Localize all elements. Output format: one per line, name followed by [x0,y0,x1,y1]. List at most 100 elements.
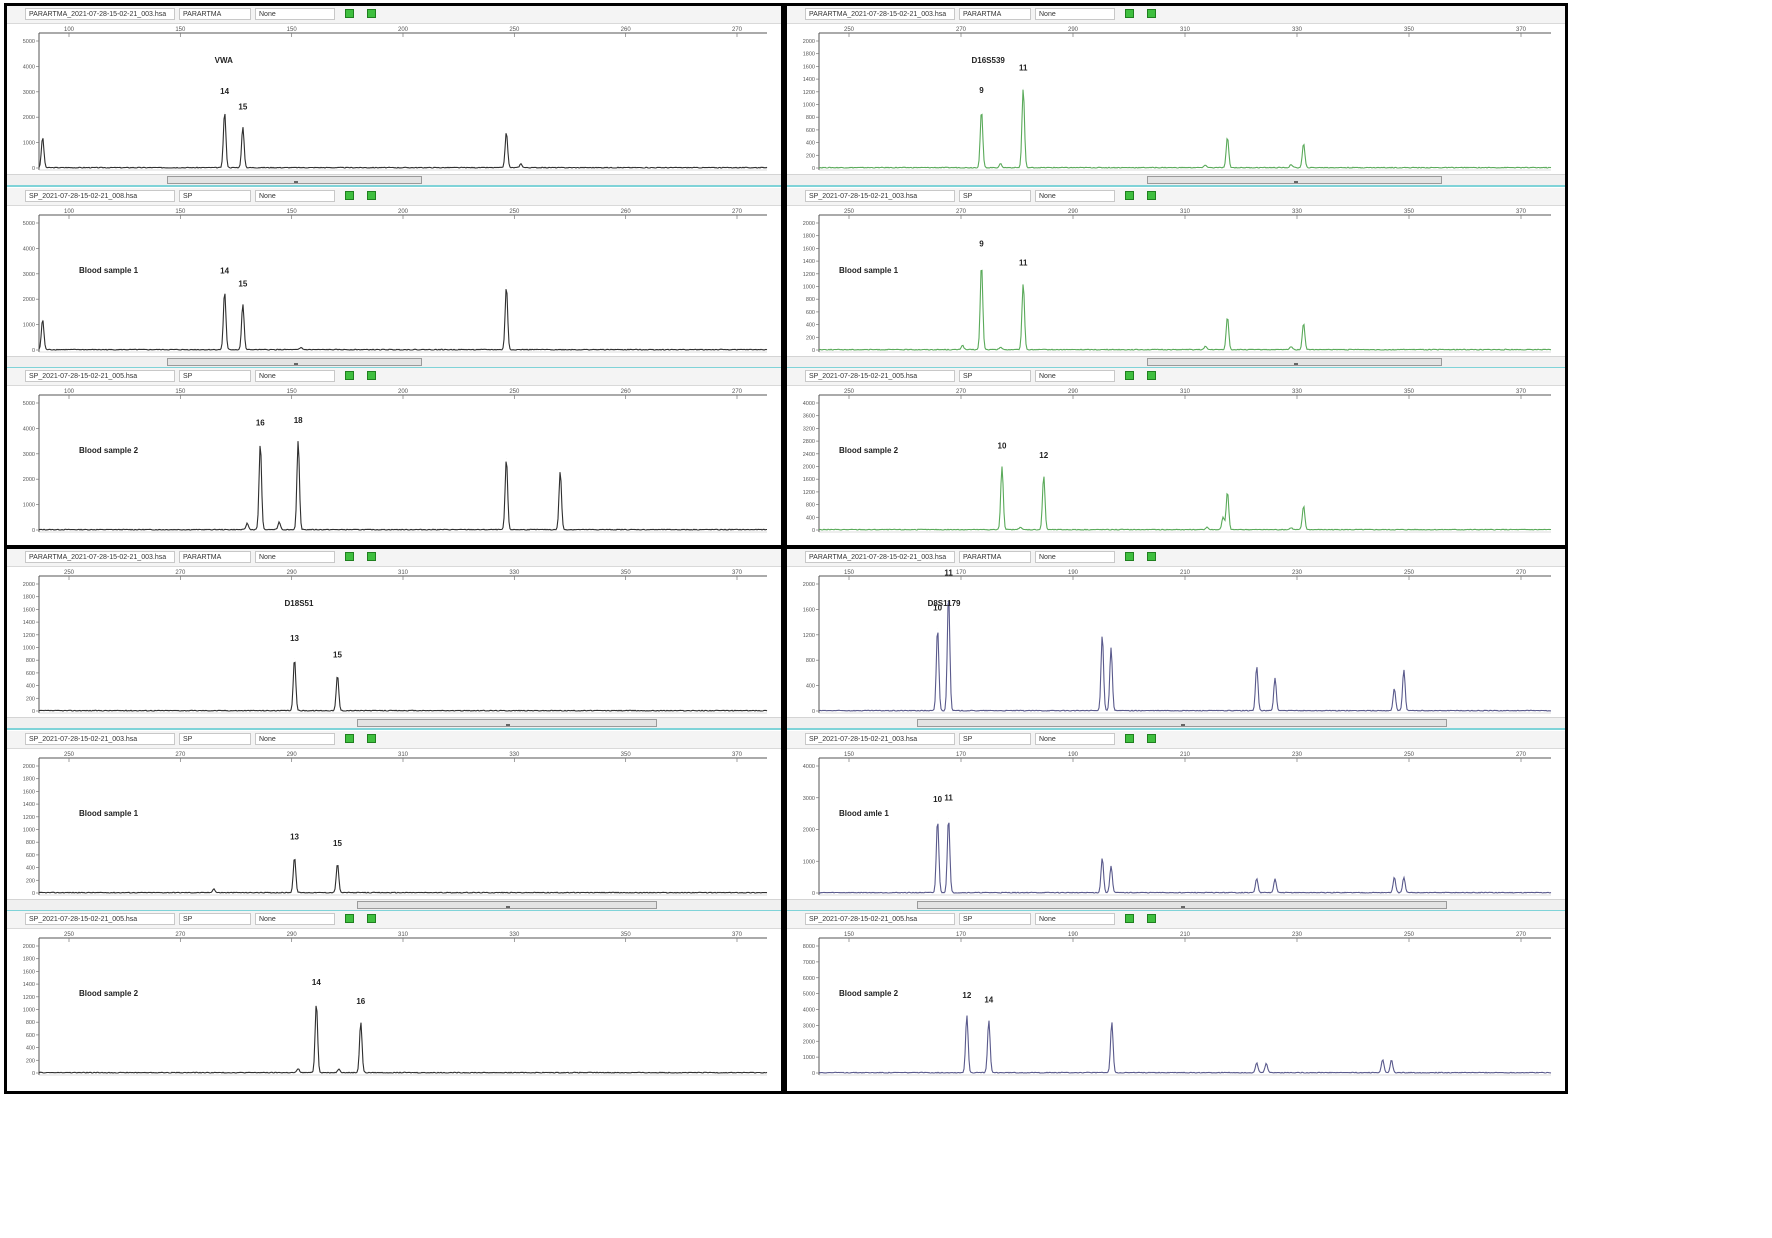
sample-name-field[interactable]: SP [179,913,251,925]
x-tick-label: 270 [1516,932,1527,938]
file-name-field[interactable]: SP_2021-07-28-15-02-21_003.hsa [25,733,175,745]
horizontal-scrollbar[interactable] [787,717,1565,730]
show-peaks-toggle-icon[interactable] [1147,914,1156,923]
show-trace-toggle-icon[interactable] [345,9,354,18]
preset-select[interactable]: None [1035,551,1115,563]
x-tick-label: 290 [1068,389,1079,395]
horizontal-scrollbar[interactable] [787,174,1565,187]
allele-label: 14 [220,87,229,96]
scrollbar-thumb[interactable] [357,901,657,909]
show-trace-toggle-icon[interactable] [345,371,354,380]
y-tick-label: 1800 [23,777,35,783]
x-tick-label: 310 [398,752,409,758]
preset-select[interactable]: None [255,370,335,382]
horizontal-scrollbar[interactable] [787,899,1565,912]
scrollbar-thumb[interactable] [357,719,657,727]
preset-select[interactable]: None [1035,190,1115,202]
scrollbar-thumb[interactable] [1147,358,1442,366]
trace-header-bar: PARARTMA_2021-07-28-15-02-21_003.hsa PARA… [787,549,1565,567]
x-tick-label: 370 [732,570,743,576]
y-tick-label: 1800 [803,52,815,58]
show-trace-toggle-icon[interactable] [1125,734,1134,743]
file-name-field[interactable]: SP_2021-07-28-15-02-21_005.hsa [25,913,175,925]
sample-label: D16S539 [972,56,1006,65]
horizontal-scrollbar[interactable] [7,717,781,730]
show-peaks-toggle-icon[interactable] [367,9,376,18]
x-tick-label: 310 [1180,209,1191,215]
sample-name-field[interactable]: SP [959,190,1031,202]
sample-name-field[interactable]: PARARTMA [959,8,1031,20]
show-trace-toggle-icon[interactable] [1125,191,1134,200]
show-trace-toggle-icon[interactable] [1125,552,1134,561]
show-trace-toggle-icon[interactable] [345,734,354,743]
sample-name-field[interactable]: SP [179,190,251,202]
show-peaks-toggle-icon[interactable] [1147,734,1156,743]
x-tick-label: 230 [1292,570,1303,576]
show-peaks-toggle-icon[interactable] [1147,371,1156,380]
show-peaks-toggle-icon[interactable] [367,371,376,380]
sample-name-field[interactable]: SP [959,913,1031,925]
preset-select[interactable]: None [255,190,335,202]
preset-select[interactable]: None [1035,370,1115,382]
show-trace-toggle-icon[interactable] [345,552,354,561]
y-tick-label: 2000 [23,297,35,303]
file-name-field[interactable]: SP_2021-07-28-15-02-21_005.hsa [25,370,175,382]
file-name-field[interactable]: PARARTMA_2021-07-28-15-02-21_003.hsa [805,8,955,20]
scrollbar-thumb[interactable] [167,176,422,184]
scrollbar-thumb[interactable] [1147,176,1442,184]
x-tick-label: 310 [398,570,409,576]
file-name-field[interactable]: PARARTMA_2021-07-28-15-02-21_003.hsa [25,551,175,563]
sample-name-field[interactable]: SP [959,733,1031,745]
trace-header-bar: SP_2021-07-28-15-02-21_005.hsa SP None [7,911,781,929]
show-peaks-toggle-icon[interactable] [1147,191,1156,200]
y-tick-label: 200 [26,878,35,884]
scrollbar-thumb[interactable] [917,719,1447,727]
preset-select[interactable]: None [255,551,335,563]
file-name-field[interactable]: PARARTMA_2021-07-28-15-02-21_003.hsa [25,8,175,20]
allele-label: 12 [962,991,971,1000]
show-peaks-toggle-icon[interactable] [1147,552,1156,561]
horizontal-scrollbar[interactable] [7,356,781,369]
preset-select[interactable]: None [255,8,335,20]
show-peaks-toggle-icon[interactable] [367,734,376,743]
x-tick-label: 150 [175,209,186,215]
trace-header-bar: SP_2021-07-28-15-02-21_005.hsa SP None [7,368,781,386]
file-name-field[interactable]: SP_2021-07-28-15-02-21_003.hsa [805,733,955,745]
show-peaks-toggle-icon[interactable] [367,191,376,200]
file-name-field[interactable]: PARARTMA_2021-07-28-15-02-21_003.hsa [805,551,955,563]
show-trace-toggle-icon[interactable] [345,191,354,200]
x-tick-label: 170 [956,570,967,576]
sample-name-field[interactable]: PARARTMA [959,551,1031,563]
sample-label: Blood sample 2 [79,446,139,455]
preset-select[interactable]: None [1035,913,1115,925]
file-name-field[interactable]: SP_2021-07-28-15-02-21_003.hsa [805,190,955,202]
sample-name-field[interactable]: SP [179,733,251,745]
preset-select[interactable]: None [255,733,335,745]
show-peaks-toggle-icon[interactable] [367,552,376,561]
trace-header-bar: SP_2021-07-28-15-02-21_003.hsa SP None [787,188,1565,206]
show-trace-toggle-icon[interactable] [1125,9,1134,18]
show-trace-toggle-icon[interactable] [1125,914,1134,923]
scrollbar-thumb[interactable] [167,358,422,366]
preset-select[interactable]: None [1035,8,1115,20]
scrollbar-thumb[interactable] [917,901,1447,909]
show-peaks-toggle-icon[interactable] [1147,9,1156,18]
horizontal-scrollbar[interactable] [787,356,1565,369]
file-name-field[interactable]: SP_2021-07-28-15-02-21_008.hsa [25,190,175,202]
sample-name-field[interactable]: SP [179,370,251,382]
horizontal-scrollbar[interactable] [7,174,781,187]
file-name-field[interactable]: SP_2021-07-28-15-02-21_005.hsa [805,913,955,925]
y-tick-label: 800 [26,840,35,846]
sample-name-field[interactable]: PARARTMA [179,8,251,20]
show-trace-toggle-icon[interactable] [345,914,354,923]
sample-name-field[interactable]: PARARTMA [179,551,251,563]
preset-select[interactable]: None [255,913,335,925]
preset-select[interactable]: None [1035,733,1115,745]
trace-line [818,466,1552,531]
horizontal-scrollbar[interactable] [7,899,781,912]
sample-name-field[interactable]: SP [959,370,1031,382]
y-tick-label: 4000 [23,64,35,70]
show-trace-toggle-icon[interactable] [1125,371,1134,380]
file-name-field[interactable]: SP_2021-07-28-15-02-21_005.hsa [805,370,955,382]
show-peaks-toggle-icon[interactable] [367,914,376,923]
